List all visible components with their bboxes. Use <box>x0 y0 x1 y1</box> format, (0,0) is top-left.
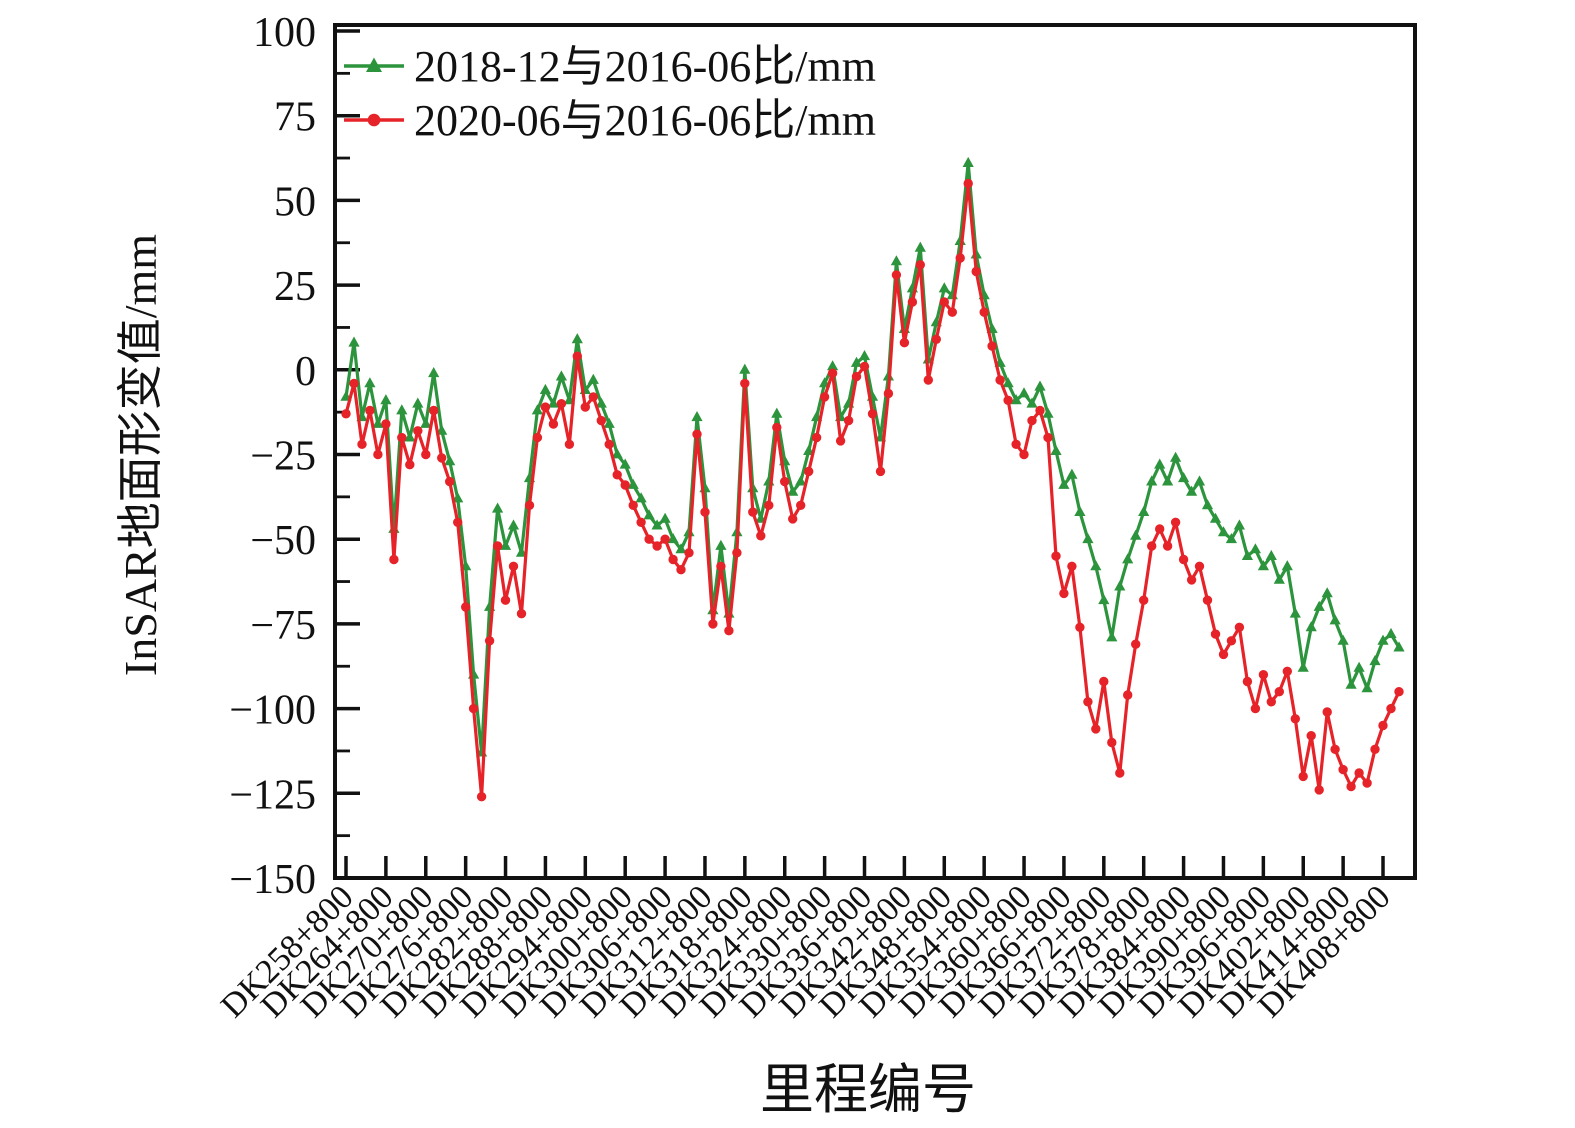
y-tick-label: −75 <box>250 603 316 649</box>
y-tick-label: 50 <box>274 179 316 225</box>
series-line-triangle-up <box>344 161 1401 755</box>
legend: 2018-12与2016-06比/mm 2020-06与2016-06比/mm <box>344 42 876 145</box>
data-point-markers-circle <box>341 178 1404 802</box>
y-tick-label: −150 <box>229 857 316 903</box>
axes-layer: 1007550250−25−50−75−100−125−150DK258+800… <box>214 10 1417 1025</box>
series-line-circle <box>344 181 1401 799</box>
y-tick-label: −100 <box>229 688 316 734</box>
y-tick-label: 25 <box>274 264 316 310</box>
series-layer <box>340 156 1405 802</box>
legend-circle-marker-icon <box>367 113 381 127</box>
legend-triangle-marker-icon <box>366 57 382 72</box>
x-axis-title: 里程编号 <box>760 1060 976 1120</box>
plot-frame <box>333 23 1417 880</box>
y-tick-label: −125 <box>229 772 316 818</box>
legend-label-2018: 2018-12与2016-06比/mm <box>414 42 876 91</box>
y-tick-label: −25 <box>250 434 316 480</box>
y-tick-label: 0 <box>295 349 316 395</box>
y-axis-title: InSAR地面形变值/mm <box>115 234 166 676</box>
y-tick-label: −50 <box>250 518 316 564</box>
y-tick-label: 100 <box>253 10 316 56</box>
legend-label-2020: 2020-06与2016-06比/mm <box>414 96 876 145</box>
y-tick-label: 75 <box>274 95 316 141</box>
